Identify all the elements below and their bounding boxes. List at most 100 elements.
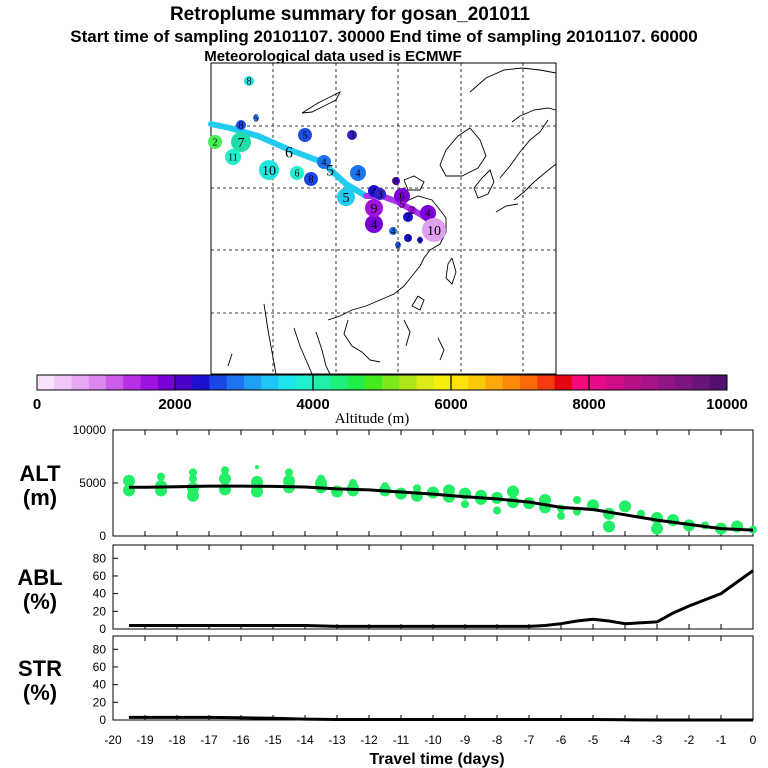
colorbar-swatch [37,375,55,390]
x-tick-label: -16 [232,733,250,747]
y-tick-label: 10000 [73,423,107,437]
panel-alt: 10000 5000 0 ALT(m) [19,423,757,543]
plume-point: 4 [317,155,331,169]
scatter-point [189,468,197,477]
plume-point: 2 [208,135,222,149]
colorbar-swatch [226,375,245,390]
plume-point-marker [231,132,251,152]
plume-point-label: 5 [326,163,334,180]
y-axis-label: ABL [17,565,62,590]
scatter-point [573,495,581,504]
x-tick-label: -8 [492,733,503,747]
plume-point-label: 7 [406,213,411,224]
y-tick-label: 60 [93,569,107,583]
plume-point-marker [417,237,423,243]
colorbar-swatch [54,375,72,390]
x-tick-label: -11 [393,733,410,747]
x-tick-label: -14 [296,733,314,747]
plume-point-label: 5 [254,114,259,125]
plume-point-label: 9 [371,202,378,217]
colorbar-swatch [244,375,262,390]
plume-point-label: 8 [394,177,399,188]
plume-point-label: 6 [400,192,405,203]
colorbar-swatch [364,375,383,390]
plume-point-marker [395,242,401,248]
plume-point-marker [422,218,446,242]
plume-point-label: 2 [410,206,415,217]
colorbar-swatch [261,375,279,390]
x-tick-label: -9 [460,733,471,747]
plume-point-label: 3 [378,190,383,201]
plume-point: 5 [298,128,312,142]
plume-point-label: 4 [372,187,377,198]
plume-point-marker [236,120,246,130]
y-tick-label: 0 [99,529,106,543]
scatter-point [285,468,293,477]
plume-point-marker [253,115,259,121]
colorbar-ticks: 0 2000 4000 6000 8000 10000 [33,375,748,413]
scatter-point [557,511,565,520]
alt-mean-line [129,484,754,532]
x-tick-label: 0 [750,733,757,747]
x-tick-label: -4 [620,733,631,747]
colorbar-tick-label: 8000 [572,396,605,413]
x-tick-label: -12 [360,733,378,747]
plume-point-label: 8 [239,121,244,132]
colorbar-swatch [692,375,711,390]
plume-point-label: 8 [247,77,252,88]
colorbar-swatch [658,375,676,390]
panel-frame [112,544,754,630]
plume-point-label: 2 [396,241,401,252]
plume-point: 4 [365,215,383,233]
colorbar-swatch [347,375,366,390]
colorbar-swatch [571,375,590,390]
x-tick-label: -7 [524,733,535,747]
colorbar-tick-label: 2000 [158,396,191,413]
scatter-point [255,465,259,470]
plume-point: 8 [392,177,400,188]
scatter-point [189,474,197,483]
plume-point-label: 2 [213,138,218,149]
y-axis-unit: (%) [23,680,57,705]
plume-point-label: 1 [418,236,423,247]
y-tick-label: 0 [99,622,106,636]
colorbar-swatch [209,375,228,390]
plume-point-marker [392,177,400,185]
scatter-point [619,500,631,513]
y-tick-label: 40 [93,678,107,692]
colorbar-swatch [623,375,642,390]
y-tick-label: 60 [93,660,107,674]
plume-point-marker [298,128,312,142]
plume-point: 1 [417,236,423,247]
colorbar-swatch [192,375,210,390]
colorbar-swatch [468,375,486,390]
colorbar-swatch [433,375,452,390]
plume-point-marker [290,166,304,180]
x-axis-label: Travel time (days) [369,751,504,768]
colorbar-swatch [278,375,297,390]
title-line-1: Retroplume summary for gosan_201011 [170,4,531,25]
x-tick-label: -3 [652,733,663,747]
plume-point-marker [337,188,355,206]
plume-point: 4 [389,227,397,238]
plume-point: 6 [394,188,410,204]
colorbar-swatch [295,375,314,390]
colorbar-swatch [451,375,469,390]
plume-point-marker [403,212,413,222]
colorbar-swatch [640,375,659,390]
plume-point-marker [394,188,410,204]
panel-str: 80 60 40 20 0 STR(%) [18,635,754,727]
scatter-point [493,506,501,515]
scatter-point [461,500,469,509]
colorbar-swatch [537,375,555,390]
map-coastlines [227,67,557,375]
plume-point-label: 4 [426,209,431,220]
plume-point-label: 7 [238,136,245,151]
y-axis-label: STR [18,656,62,681]
y-tick-label: 0 [99,713,106,727]
plume-point-label: 4 [371,218,378,233]
plume-point: 3 [404,234,412,245]
colorbar-swatch [589,375,607,390]
